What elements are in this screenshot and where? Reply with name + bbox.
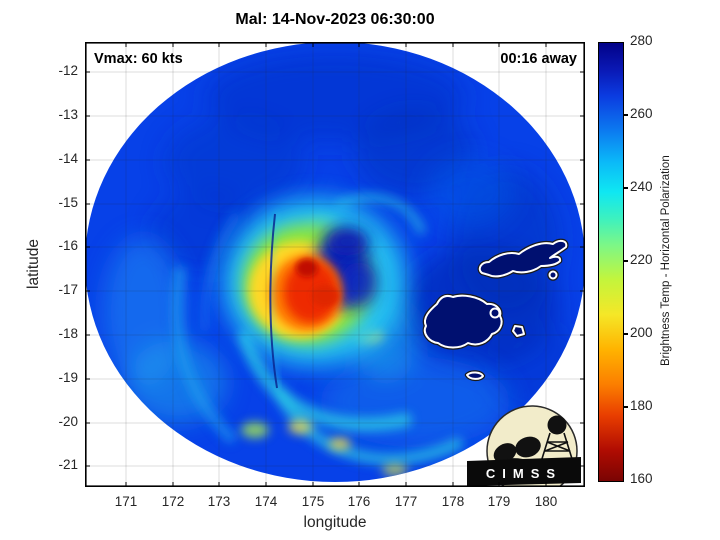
y-tick-label: -16 bbox=[58, 238, 78, 253]
water-tower-tank-icon bbox=[547, 415, 567, 435]
y-tick-label: -13 bbox=[58, 107, 78, 122]
scan-seam-line bbox=[269, 213, 278, 389]
y-tick-label: -20 bbox=[58, 414, 78, 429]
cimss-logo: CIMSS bbox=[467, 405, 581, 487]
y-axis-label: latitude bbox=[25, 239, 42, 289]
y-tick-label: -18 bbox=[58, 326, 78, 341]
colorbar-tick-label: 180 bbox=[630, 398, 653, 413]
x-tick-label: 175 bbox=[301, 494, 325, 509]
grid-lines bbox=[85, 42, 585, 487]
colorbar-tick-label: 220 bbox=[630, 252, 653, 267]
storm-core bbox=[223, 198, 407, 366]
colorbar-tick-mark bbox=[623, 406, 628, 408]
colorbar-tick-label: 160 bbox=[630, 471, 653, 486]
x-tick-label: 176 bbox=[347, 494, 371, 509]
scan-seam-glow bbox=[270, 211, 281, 391]
colorbar-tick-label: 200 bbox=[630, 325, 653, 340]
colorbar-tick-label: 240 bbox=[630, 179, 653, 194]
water-tower-legs-icon bbox=[540, 432, 574, 463]
x-tick-label: 177 bbox=[394, 494, 418, 509]
x-tick-label: 180 bbox=[534, 494, 558, 509]
microwave-swath-image: CIMSS bbox=[85, 42, 585, 487]
colorbar-tick-mark bbox=[623, 187, 628, 189]
x-axis-label: longitude bbox=[303, 514, 367, 531]
x-tick-label: 171 bbox=[114, 494, 138, 509]
colorbar-tick-mark bbox=[623, 333, 628, 335]
x-tick-label: 179 bbox=[487, 494, 511, 509]
y-tick-label: -19 bbox=[58, 370, 78, 385]
colorbar-tick-label: 260 bbox=[630, 106, 653, 121]
logo-text: CIMSS bbox=[486, 466, 562, 481]
x-tick-label: 173 bbox=[207, 494, 231, 509]
y-tick-label: -12 bbox=[58, 63, 78, 78]
time-offset-annotation: 00:16 away bbox=[500, 51, 577, 67]
colorbar-tick-mark bbox=[623, 114, 628, 116]
y-tick-label: -21 bbox=[58, 457, 78, 472]
plot-title: Mal: 14-Nov-2023 06:30:00 bbox=[235, 11, 435, 28]
coastline-overlay bbox=[422, 238, 569, 382]
x-tick-label: 178 bbox=[441, 494, 465, 509]
x-tick-label: 174 bbox=[254, 494, 278, 509]
y-tick-label: -15 bbox=[58, 195, 78, 210]
colorbar bbox=[598, 42, 624, 482]
colorbar-tick-mark bbox=[623, 260, 628, 262]
map-axes[interactable]: CIMSS Vmax: 60 kts 00:16 away bbox=[85, 42, 585, 487]
colorbar-label: Brightness Temp - Horizontal Polarizatio… bbox=[660, 155, 672, 367]
colorbar-tick-label: 280 bbox=[630, 33, 653, 48]
logo-banner bbox=[467, 457, 581, 486]
x-tick-label: 172 bbox=[161, 494, 185, 509]
axes-border bbox=[85, 42, 585, 487]
vmax-annotation: Vmax: 60 kts bbox=[94, 51, 183, 67]
y-tick-label: -14 bbox=[58, 151, 78, 166]
y-tick-label: -17 bbox=[58, 282, 78, 297]
